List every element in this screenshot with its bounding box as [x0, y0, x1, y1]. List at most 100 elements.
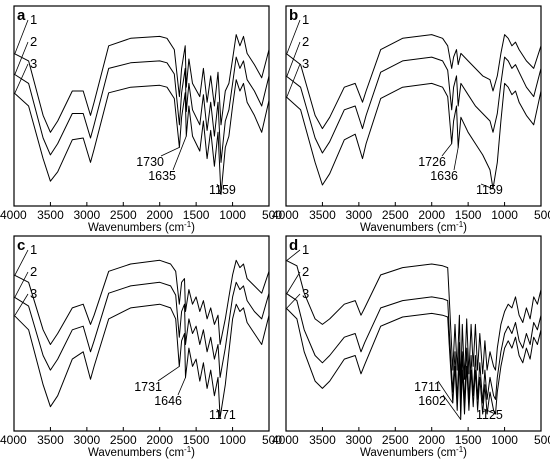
- spectrum-line-2: [285, 292, 542, 411]
- x-tick-label: 3500: [309, 208, 336, 222]
- x-tick-label: 1000: [491, 208, 518, 222]
- x-tick-label: 4000: [0, 208, 27, 222]
- x-tick-label: 3500: [37, 433, 64, 447]
- x-tick-label: 1000: [219, 208, 246, 222]
- x-tick-label: 2500: [110, 208, 137, 222]
- spectrum-line-3: [285, 82, 542, 190]
- peak-label: 1636: [430, 169, 458, 183]
- series-label: 2: [30, 34, 37, 49]
- peak-label: 1731: [134, 380, 162, 394]
- x-tick-label: 1000: [219, 433, 246, 447]
- x-tick-label: 1500: [183, 208, 210, 222]
- peak-leader: [160, 146, 180, 157]
- x-tick-label: 3500: [309, 433, 336, 447]
- x-tick-label: 500: [534, 208, 550, 222]
- peak-leader: [157, 366, 180, 382]
- x-tick-label: 500: [262, 208, 282, 222]
- peak-label: 1635: [148, 169, 176, 183]
- peak-leader: [480, 183, 494, 190]
- series-label-leader: [286, 41, 301, 77]
- plot-frame: [13, 5, 270, 207]
- chart-panel-b: b 4000 3500 3000 2500 2000 1500 1000 500 Wavenumb…: [272, 5, 550, 234]
- series-label: 1: [30, 12, 37, 27]
- spectrum-line-3: [13, 303, 270, 419]
- x-tick-label: 500: [262, 433, 282, 447]
- x-tick-label: 1000: [491, 433, 518, 447]
- series-label: 3: [30, 286, 37, 301]
- spectrum-line-1: [285, 34, 542, 130]
- peak-leader: [437, 380, 454, 404]
- x-tick-label: 4000: [272, 433, 299, 447]
- series-label: 3: [30, 56, 37, 71]
- peak-leader: [441, 143, 452, 157]
- plot-frame: [285, 5, 542, 207]
- peak-leader: [177, 377, 186, 396]
- series-label: 3: [302, 56, 309, 71]
- x-tick-label: 3000: [346, 208, 373, 222]
- spectrum-line-1: [285, 259, 542, 389]
- x-tick-label: 1500: [455, 208, 482, 222]
- peak-leader: [172, 135, 187, 171]
- series-label-leader: [286, 271, 301, 294]
- panel-label: a: [17, 7, 26, 24]
- series-label-leader: [286, 63, 301, 97]
- x-tick-label: 2500: [110, 433, 137, 447]
- peak-leader: [216, 183, 222, 195]
- x-tick-label: 3000: [346, 433, 373, 447]
- x-tick-label: 3500: [37, 208, 64, 222]
- x-axis-label: Wavenumbers (cm-1): [88, 445, 195, 459]
- panel-label: c: [17, 237, 25, 254]
- x-tick-label: 3000: [74, 208, 101, 222]
- x-tick-label: 2000: [418, 433, 445, 447]
- peak-leader: [483, 408, 496, 415]
- spectrum-line-2: [285, 56, 542, 154]
- series-label-leader: [14, 271, 29, 298]
- x-tick-label: 500: [534, 433, 550, 447]
- peak-label: 1171: [209, 408, 236, 422]
- series-label: 1: [302, 12, 309, 27]
- peak-leader: [216, 408, 221, 418]
- spectrum-line-1: [13, 34, 270, 133]
- series-label-leader: [14, 249, 29, 276]
- x-axis-label: Wavenumbers (cm-1): [360, 220, 467, 234]
- x-axis-label: Wavenumbers (cm-1): [88, 220, 195, 234]
- panel-label: d: [289, 237, 298, 254]
- x-tick-label: 1500: [183, 433, 210, 447]
- spectrum-line-3: [13, 79, 270, 195]
- x-tick-label: 2000: [146, 208, 173, 222]
- peak-leader: [442, 394, 462, 420]
- peak-label: 1730: [136, 155, 164, 169]
- peak-label: 1711: [414, 380, 441, 394]
- chart-panel-d: d 4000 3500 3000 2500 2000 1500 1000 500 Wavenumb…: [272, 235, 550, 459]
- series-label: 2: [30, 264, 37, 279]
- series-label-leader: [286, 249, 301, 261]
- series-label: 1: [302, 242, 309, 257]
- series-label-leader: [14, 293, 29, 316]
- series-label: 3: [302, 286, 309, 301]
- spectrum-line-1: [13, 259, 270, 345]
- x-tick-label: 2500: [382, 208, 409, 222]
- x-tick-label: 2000: [146, 433, 173, 447]
- peak-label: 1125: [476, 408, 503, 422]
- x-tick-label: 4000: [272, 208, 299, 222]
- chart-panel-c: c 4000 3500 3000 2500 2000 1500 1000 500 Wavenumb…: [0, 235, 282, 459]
- peak-label: 1159: [209, 183, 236, 197]
- series-label: 2: [302, 34, 309, 49]
- series-label: 2: [302, 264, 309, 279]
- plot-frame: [285, 235, 542, 432]
- spectrum-line-3: [285, 307, 542, 420]
- x-axis-label: Wavenumbers (cm-1): [360, 445, 467, 459]
- spectrum-line-2: [13, 281, 270, 378]
- plot-frame: [13, 235, 270, 432]
- peak-label: 1602: [418, 394, 446, 408]
- x-tick-label: 2500: [382, 433, 409, 447]
- x-tick-label: 3000: [74, 433, 101, 447]
- panel-label: b: [289, 7, 298, 24]
- series-label-leader: [14, 41, 29, 75]
- x-tick-label: 2000: [418, 208, 445, 222]
- series-label-leader: [14, 63, 29, 94]
- series-label: 1: [30, 242, 37, 257]
- x-tick-label: 1500: [455, 433, 482, 447]
- peak-label: 1159: [476, 183, 503, 197]
